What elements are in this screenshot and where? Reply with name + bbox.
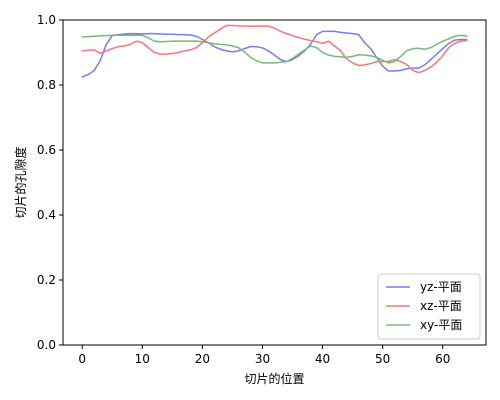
x-tick-label: 50 bbox=[375, 352, 390, 366]
series-line-3 bbox=[81, 34, 468, 64]
y-tick-label: 0.0 bbox=[37, 338, 56, 352]
series-line-1 bbox=[81, 30, 468, 78]
legend-label-3: xy-平面 bbox=[420, 318, 462, 332]
y-tick-label: 0.6 bbox=[37, 143, 56, 157]
x-tick-label: 10 bbox=[135, 352, 150, 366]
y-tick-label: 1.0 bbox=[37, 13, 56, 27]
series-line-2 bbox=[81, 24, 468, 74]
legend-label-2: xz-平面 bbox=[420, 299, 462, 313]
legend-box bbox=[377, 273, 481, 340]
x-tick-label: 20 bbox=[195, 352, 210, 366]
x-axis-ticks: 0 10 20 30 40 50 60 bbox=[78, 345, 450, 366]
y-tick-label: 0.4 bbox=[37, 208, 56, 222]
y-axis-label: 切片的孔隙度 bbox=[13, 146, 28, 218]
y-axis-ticks: 0.0 0.2 0.4 0.6 0.8 1.0 bbox=[37, 13, 63, 352]
y-tick-label: 0.2 bbox=[37, 273, 56, 287]
x-tick-label: 60 bbox=[435, 352, 450, 366]
x-tick-label: 30 bbox=[255, 352, 270, 366]
legend: yz-平面 xz-平面 xy-平面 bbox=[377, 273, 481, 340]
plot-frame bbox=[62, 19, 487, 346]
x-axis-label: 切片的位置 bbox=[244, 371, 304, 386]
series-layer bbox=[81, 24, 468, 78]
legend-label-1: yz-平面 bbox=[420, 280, 462, 294]
x-tick-label: 40 bbox=[315, 352, 330, 366]
x-tick-label: 0 bbox=[78, 352, 86, 366]
y-tick-label: 0.8 bbox=[37, 78, 56, 92]
